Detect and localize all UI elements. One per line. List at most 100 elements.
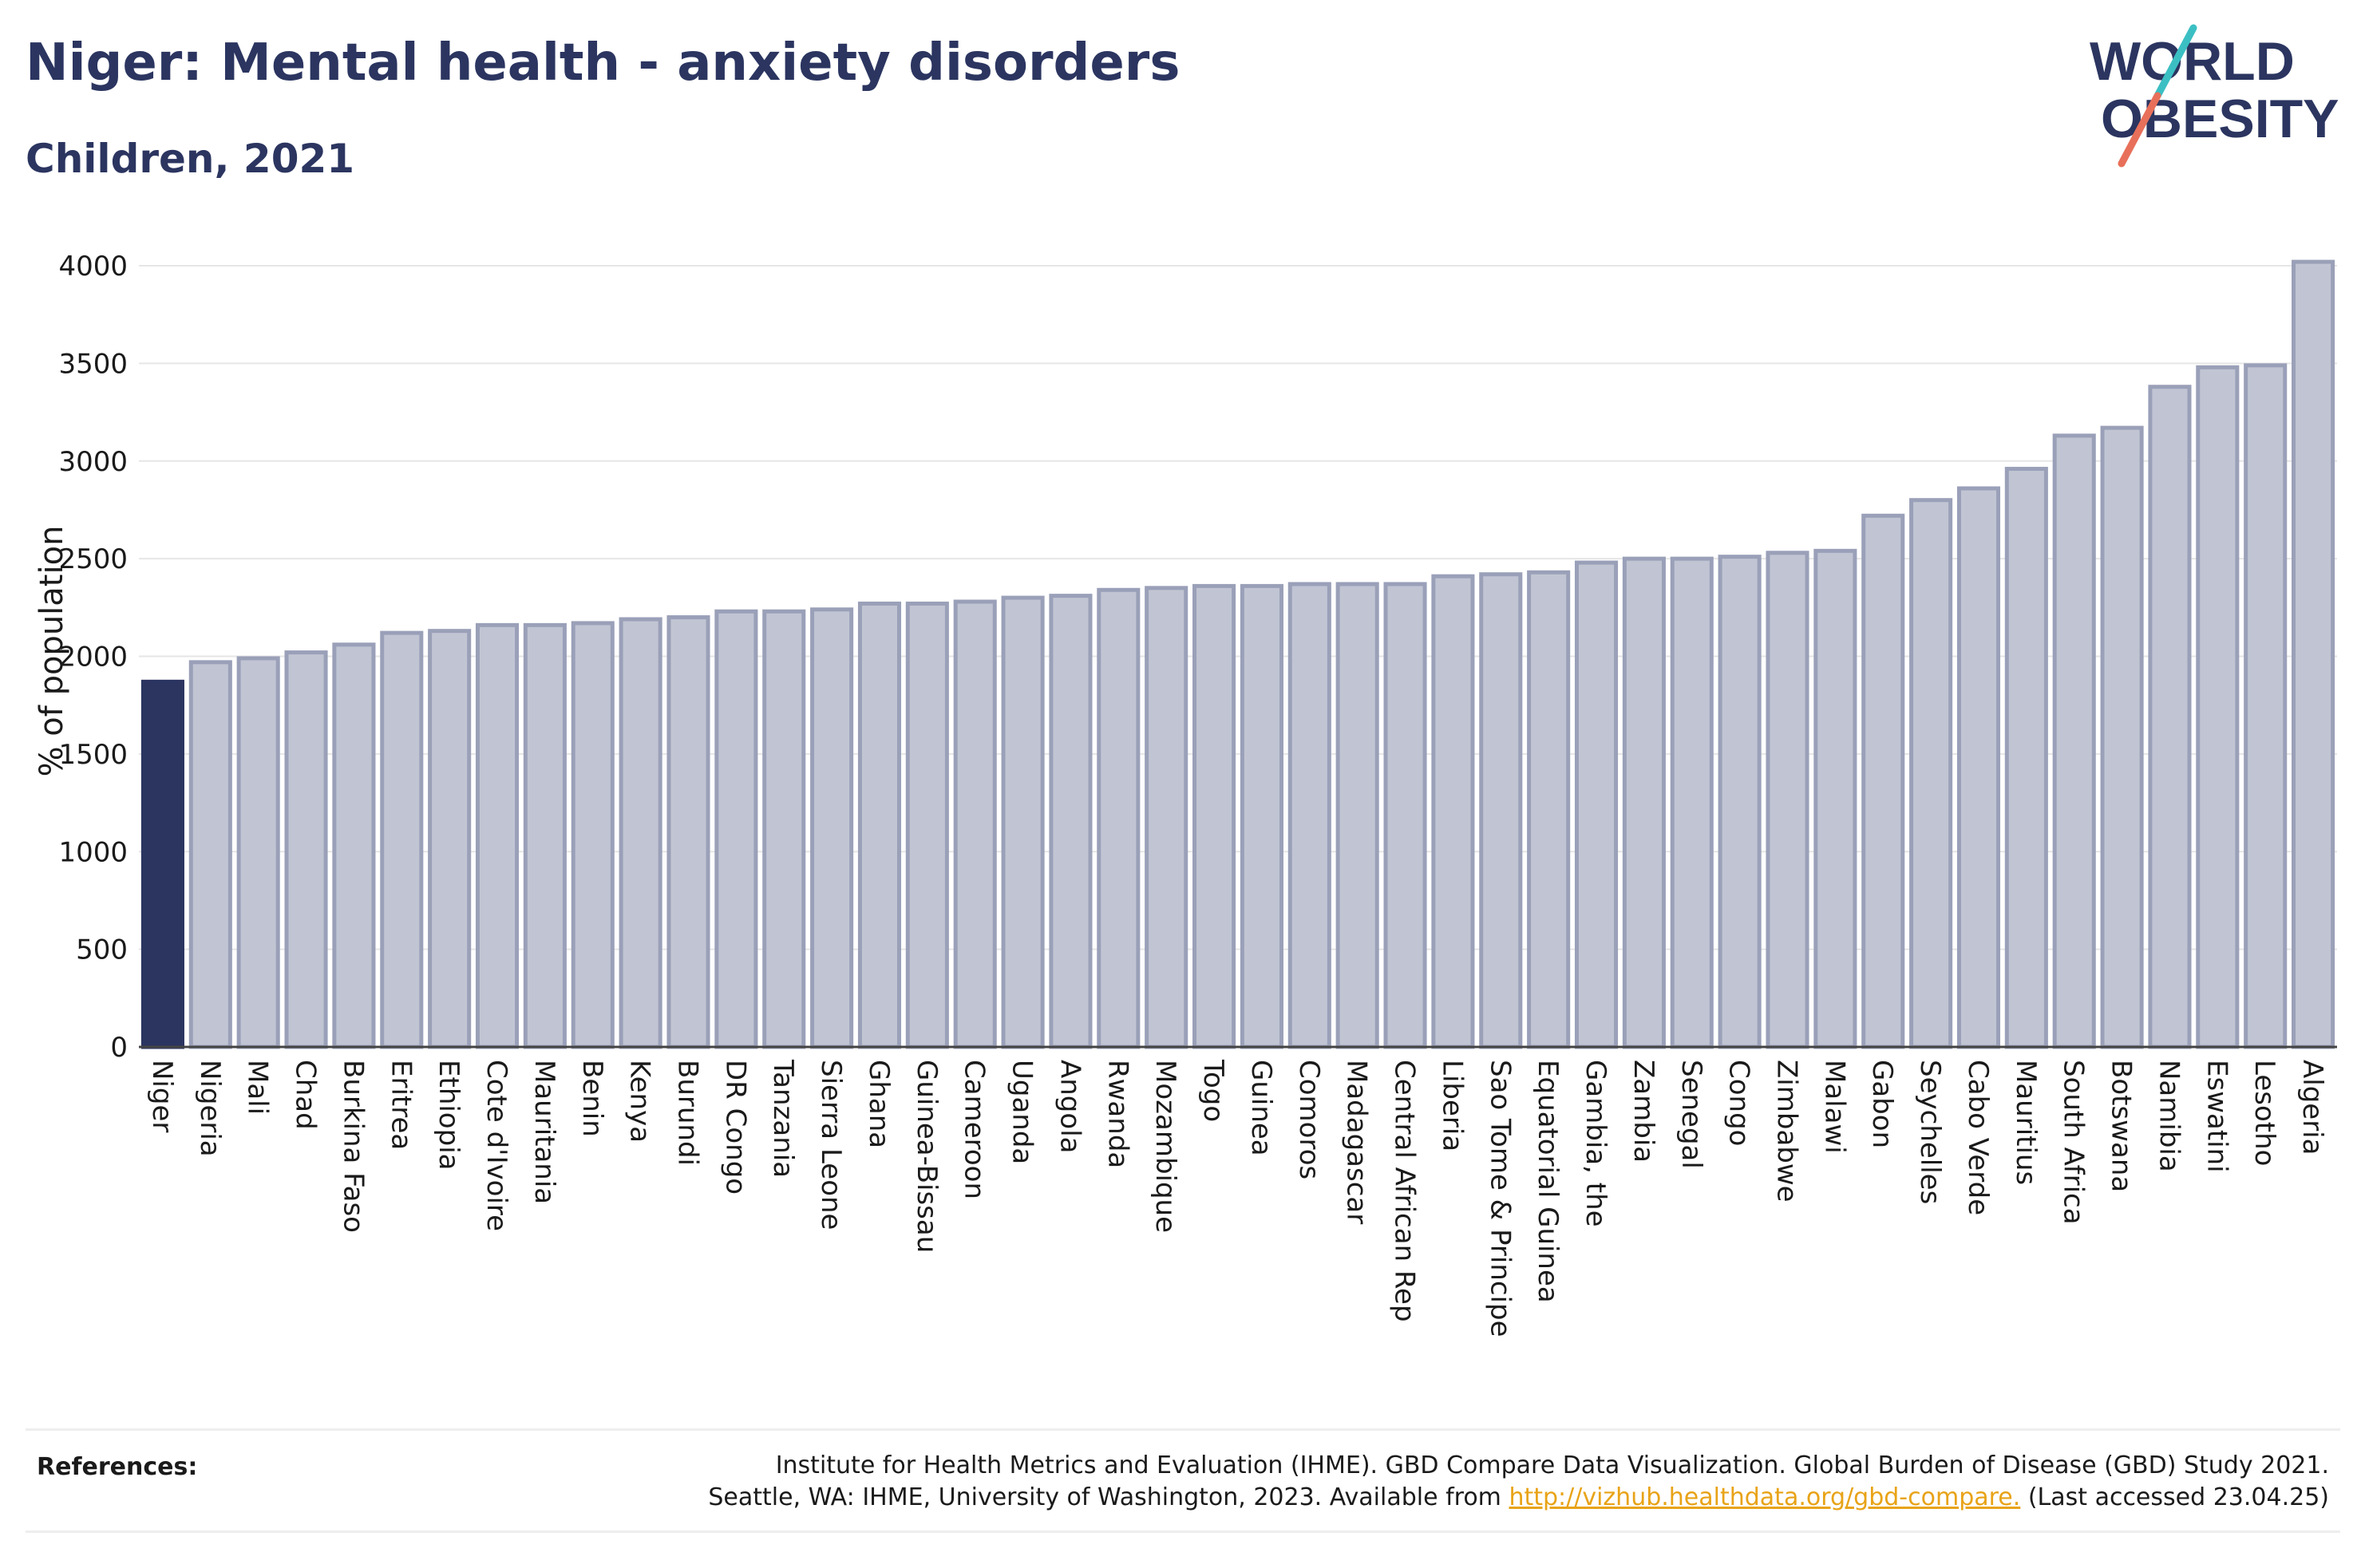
x-tick-label: Uganda [1006, 1060, 1038, 1164]
x-tick-label: Guinea [1245, 1060, 1277, 1156]
x-tick-label: Benin [576, 1060, 608, 1137]
bar-madagascar [1335, 582, 1379, 1049]
y-tick-label: 4000 [58, 251, 128, 282]
logo-slash-teal [2153, 24, 2197, 100]
bar-mozambique [1145, 586, 1188, 1049]
bar-angola [1049, 594, 1093, 1049]
x-tick-label: South Africa [2058, 1060, 2090, 1225]
bar-cabo-verde [1956, 486, 2001, 1049]
y-tick-label: 2000 [58, 642, 128, 673]
x-tick-label: Mauritius [2010, 1060, 2042, 1185]
bar-kenya [619, 617, 662, 1049]
bar-sierra-leone [810, 607, 854, 1049]
bar-chad [284, 650, 328, 1049]
x-tick-label: Togo [1197, 1059, 1229, 1122]
x-tick-label: Guinea-Bissau [911, 1060, 943, 1253]
x-tick-label: Madagascar [1341, 1060, 1373, 1224]
bar-namibia [2148, 385, 2192, 1049]
bar-equatorial-guinea [1527, 570, 1571, 1049]
y-tick-label: 0 [110, 1032, 128, 1064]
bar-guinea [1240, 583, 1283, 1049]
x-tick-label: Eritrea [385, 1060, 417, 1150]
x-tick-label: Central African Rep [1389, 1060, 1421, 1322]
bar-ethiopia [428, 629, 472, 1049]
logo-text-obesity: OBESITY [2101, 89, 2339, 149]
x-tick-label: Seychelles [1914, 1060, 1946, 1204]
x-tick-label: Sao Tome & Principe [1484, 1060, 1516, 1337]
x-tick-label: Ethiopia [433, 1060, 465, 1170]
x-tick-label: DR Congo [719, 1060, 751, 1195]
bar-niger [140, 679, 184, 1049]
bar-cameroon [953, 599, 997, 1049]
bar-algeria [2292, 259, 2335, 1049]
x-tick-label: Gabon [1866, 1060, 1898, 1148]
bar-eswatini [2196, 365, 2240, 1049]
references-section: References: Institute for Health Metrics… [26, 1428, 2340, 1533]
y-tick-label: 3500 [58, 348, 128, 380]
x-tick-label: Botswana [2106, 1060, 2138, 1192]
bar-rwanda [1097, 587, 1141, 1049]
bar-burkina-faso [332, 642, 376, 1049]
x-tick-label: Comoros [1293, 1060, 1325, 1179]
x-tick-label: Angola [1054, 1060, 1086, 1153]
bar-mauritania [523, 622, 567, 1049]
bar-benin [571, 621, 615, 1049]
bar-dr-congo [714, 609, 758, 1049]
x-tick-label: Cabo Verde [1962, 1060, 1994, 1215]
x-tick-label: Congo [1723, 1060, 1755, 1146]
x-tick-label: Chad [290, 1060, 322, 1130]
references-text: Institute for Health Metrics and Evaluat… [708, 1450, 2329, 1514]
logo-slash-coral [2118, 92, 2161, 168]
y-tick-label: 3000 [58, 446, 128, 478]
x-tick-label: Malawi [1818, 1060, 1850, 1154]
bar-burundi [666, 615, 710, 1049]
reference-line-2-suffix: (Last accessed 23.04.25) [2020, 1483, 2329, 1511]
reference-line-2: Seattle, WA: IHME, University of Washing… [708, 1482, 2329, 1514]
bar-comoros [1287, 582, 1331, 1049]
x-tick-label: Burundi [672, 1060, 704, 1166]
bar-zimbabwe [1766, 551, 1809, 1049]
logo-text-world: WORLD [2090, 31, 2295, 92]
reference-line-2-prefix: Seattle, WA: IHME, University of Washing… [708, 1483, 1509, 1511]
bar-tanzania [762, 609, 806, 1049]
bar-togo [1192, 583, 1236, 1049]
bar-cote-d-ivoire [475, 622, 520, 1049]
x-tick-label: Equatorial Guinea [1532, 1060, 1564, 1303]
bar-ghana [857, 601, 902, 1049]
x-tick-label: Nigeria [194, 1060, 226, 1157]
x-tick-label: Zimbabwe [1771, 1060, 1803, 1203]
x-tick-label: Burkina Faso [337, 1060, 369, 1233]
x-tick-label: Gambia, the [1580, 1060, 1612, 1227]
page-subtitle: Children, 2021 [26, 136, 355, 182]
x-tick-label: Ghana [863, 1060, 895, 1148]
x-tick-label: Senegal [1675, 1060, 1707, 1169]
x-tick-label: Zambia [1627, 1060, 1659, 1163]
x-tick-label: Algeria [2296, 1060, 2328, 1155]
bar-chart: 0 500 1000 1500 2000 2500 3000 3500 4000 % of pop… [34, 251, 2337, 1337]
bar-sao-tome-principe [1479, 572, 1523, 1049]
x-tick-label: Mozambique [1149, 1060, 1181, 1233]
x-tick-label: Eswatini [2201, 1060, 2232, 1173]
x-tick-label: Cote d'Ivoire [481, 1060, 512, 1231]
reference-link[interactable]: http://vizhub.healthdata.org/gbd-compare… [1509, 1483, 2021, 1511]
bar-central-african-rep [1383, 582, 1427, 1049]
reference-line-1: Institute for Health Metrics and Evaluat… [775, 1451, 2329, 1479]
bar-south-africa [2052, 433, 2096, 1049]
x-tick-label: Niger [146, 1060, 178, 1132]
bar-mauritius [2004, 467, 2048, 1049]
y-tick-label: 1500 [58, 739, 128, 771]
bar-gabon [1861, 513, 1905, 1049]
bar-eritrea [380, 630, 424, 1049]
bar-lesotho [2244, 363, 2288, 1049]
bar-seychelles [1909, 498, 1953, 1049]
x-tick-label: Mauritania [528, 1060, 560, 1204]
y-axis-label: % of population [34, 526, 70, 777]
y-tick-label: 1000 [58, 836, 128, 868]
x-tick-label: Lesotho [2248, 1060, 2280, 1166]
x-tick-label: Liberia [1436, 1060, 1468, 1151]
x-tick-label: Cameroon [959, 1060, 991, 1199]
x-tick-label: Kenya [624, 1060, 656, 1143]
world-obesity-logo: WORLD OBESITY [2090, 24, 2339, 168]
x-tick-label: Mali [242, 1060, 274, 1115]
bar-nigeria [188, 660, 232, 1049]
